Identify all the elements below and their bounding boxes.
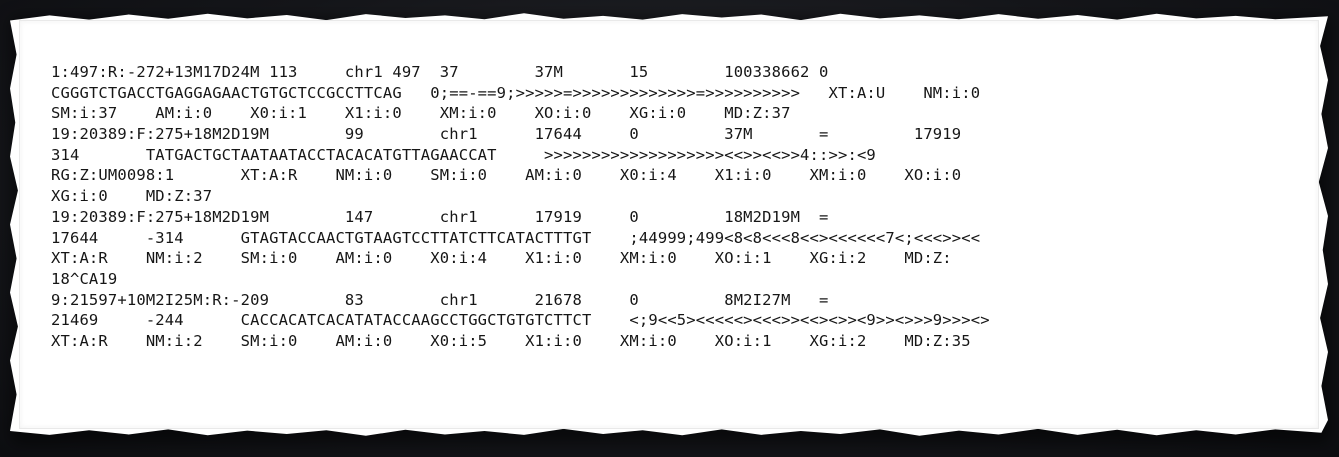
paper-border	[19, 20, 1319, 429]
text-line: 18^CA19	[51, 269, 118, 288]
text-line: 17644 -314 GTAGTACCAACTGTAAGTCCTTATCTTCA…	[51, 228, 981, 247]
text-line: RG:Z:UM0098:1 XT:A:R NM:i:0 SM:i:0 AM:i:…	[51, 166, 962, 185]
text-line: SM:i:37 AM:i:0 X0:i:1 X1:i:0 XM:i:0 XO:i…	[51, 104, 791, 123]
sam-alignment-text: 1:497:R:-272+13M17D24M 113 chr1 497 37 3…	[51, 62, 990, 352]
text-line: 314 TATGACTGCTAATAATACCTACACATGTTAGAACCA…	[51, 145, 876, 164]
text-line: 21469 -244 CACCACATCACATATACCAAGCCTGGCTG…	[51, 311, 990, 330]
text-line: 19:20389:F:275+18M2D19M 99 chr1 17644 0 …	[51, 125, 962, 144]
text-line: XT:A:R NM:i:2 SM:i:0 AM:i:0 X0:i:5 X1:i:…	[51, 331, 971, 350]
text-line: CGGGTCTGACCTGAGGAGAACTGTGCTCCGCCTTCAG 0;…	[51, 83, 981, 102]
text-line: 9:21597+10M2I25M:R:-209 83 chr1 21678 0 …	[51, 290, 829, 309]
text-line: 19:20389:F:275+18M2D19M 147 chr1 17919 0…	[51, 207, 829, 226]
text-line: XG:i:0 MD:Z:37	[51, 187, 213, 206]
torn-paper-sheet	[10, 13, 1328, 436]
text-line: 1:497:R:-272+13M17D24M 113 chr1 497 37 3…	[51, 63, 829, 81]
text-line: XT:A:R NM:i:2 SM:i:0 AM:i:0 X0:i:4 X1:i:…	[51, 249, 952, 268]
